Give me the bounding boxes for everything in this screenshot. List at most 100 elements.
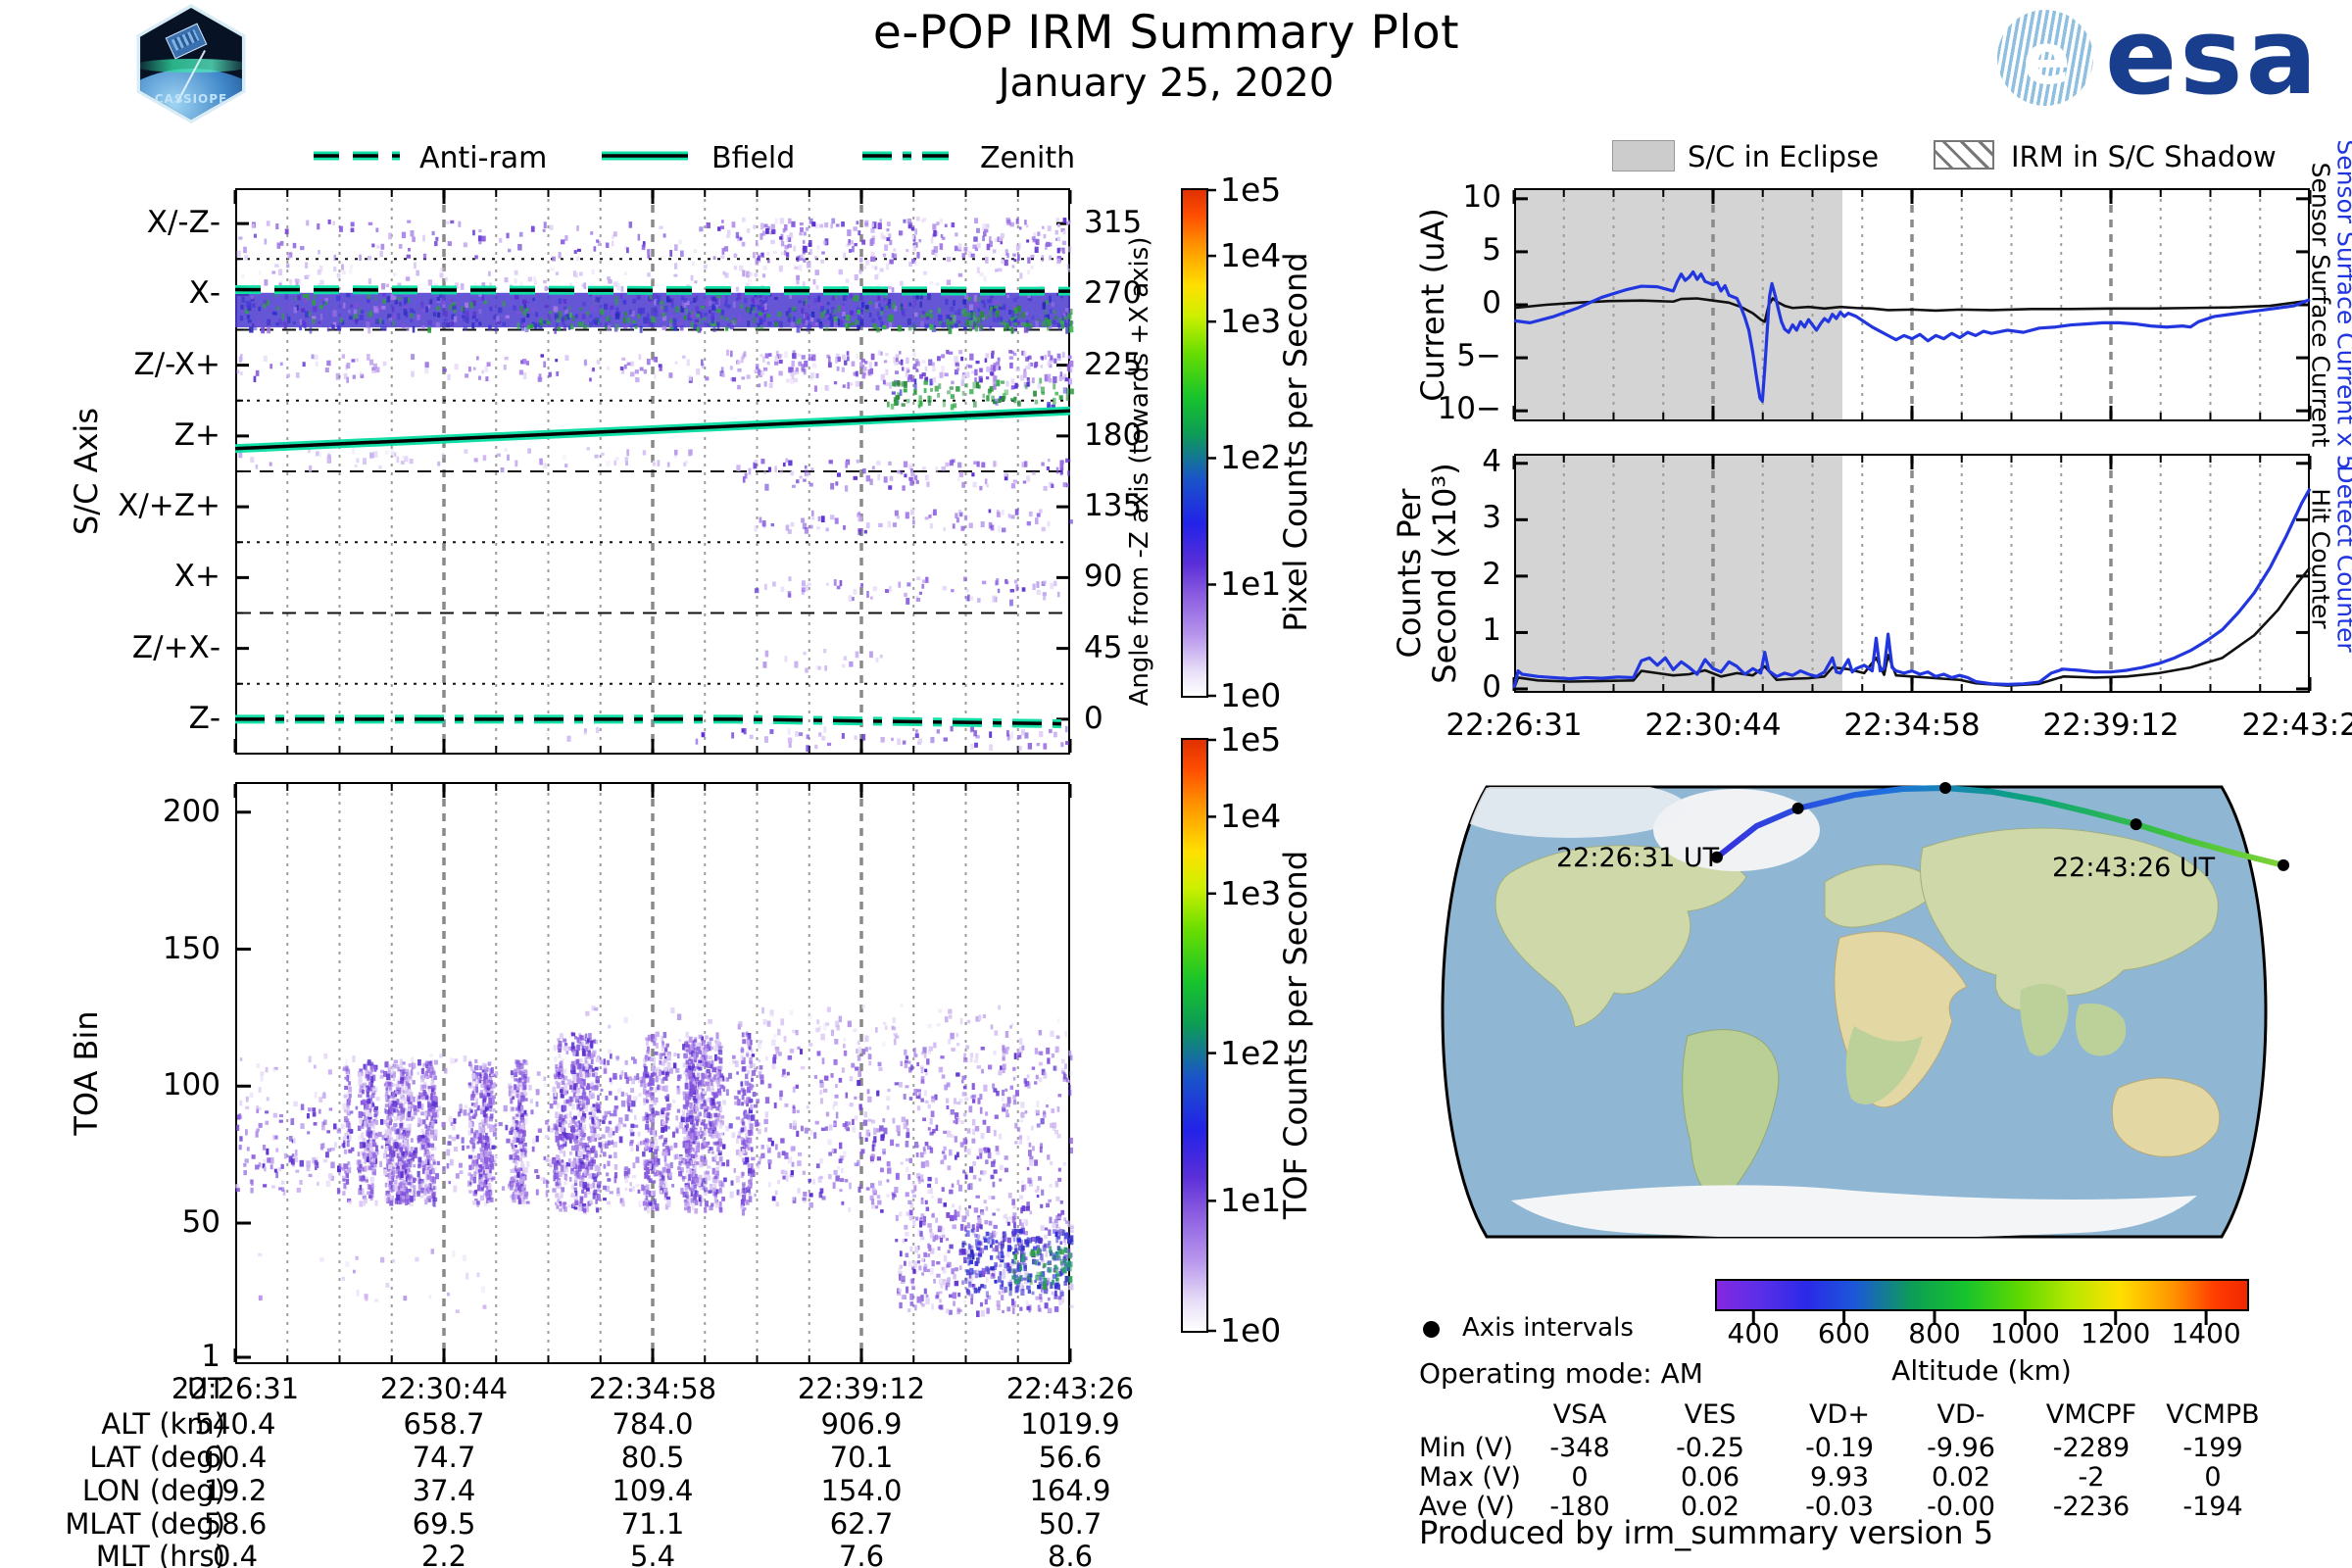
angle-tick-label: 270 bbox=[1084, 275, 1143, 312]
patch-mission-name: CASSIOPE bbox=[154, 92, 228, 106]
right-xtick-label: 22:43:26 bbox=[2241, 708, 2352, 743]
voltage-value: 0 bbox=[2204, 1462, 2222, 1493]
voltage-value: -199 bbox=[2182, 1433, 2243, 1463]
altitude-tick-label: 400 bbox=[1727, 1317, 1780, 1349]
voltage-value: -2289 bbox=[2052, 1433, 2131, 1463]
ephemeris-value: 540.4 bbox=[194, 1407, 276, 1441]
tof-cbar-tick: 1e3 bbox=[1220, 873, 1282, 912]
eclipse-legend-label: S/C in Eclipse bbox=[1688, 140, 1880, 173]
sensor-current-x5-label: Sensor Surface Current x 5 bbox=[2331, 139, 2352, 470]
cassiope-patch-art: CASSIOPE bbox=[140, 8, 242, 120]
ephemeris-value: 0.4 bbox=[212, 1540, 259, 1568]
voltage-value: -0.00 bbox=[1927, 1492, 1995, 1522]
ephemeris-value: 164.9 bbox=[1029, 1474, 1111, 1507]
ephemeris-value: 70.1 bbox=[829, 1441, 894, 1474]
voltage-value: -0.19 bbox=[1805, 1433, 1874, 1463]
toa-spectrogram-frame bbox=[235, 782, 1070, 1364]
counts-ylabel-line1: Counts Per bbox=[1391, 488, 1428, 659]
ephemeris-value: 58.6 bbox=[203, 1507, 268, 1541]
voltage-value: 0.02 bbox=[1931, 1462, 1991, 1493]
ephemeris-value: 62.7 bbox=[829, 1507, 894, 1541]
track-start-label: 22:26:31 UT bbox=[1556, 843, 1720, 873]
detect-counter-label: Detect Counter bbox=[2331, 465, 2352, 653]
tof-cbar-tick: 1e1 bbox=[1220, 1181, 1282, 1220]
voltage-column-header: VMCPF bbox=[2045, 1399, 2137, 1430]
ephemeris-value: 906.9 bbox=[820, 1407, 903, 1441]
pixel-cbar-tick: 1e5 bbox=[1220, 171, 1282, 209]
sensor-current-label: Sensor Surface Current bbox=[2306, 162, 2335, 448]
ephemeris-value: 50.7 bbox=[1038, 1507, 1102, 1541]
angle-tick-label: 45 bbox=[1084, 629, 1123, 665]
ephemeris-value: 74.7 bbox=[412, 1441, 476, 1474]
ephemeris-value: 154.0 bbox=[820, 1474, 903, 1507]
ephemeris-value: 56.6 bbox=[1038, 1441, 1102, 1474]
tof-cbar-tick: 1e5 bbox=[1220, 720, 1282, 759]
ephemeris-value: 1019.9 bbox=[1020, 1407, 1120, 1441]
tof-counts-cbar-label: TOF Counts per Second bbox=[1277, 850, 1314, 1220]
voltage-column-header: VSA bbox=[1552, 1399, 1607, 1430]
voltage-value: -2236 bbox=[2052, 1492, 2131, 1522]
ephemeris-value: 22:43:26 bbox=[1005, 1372, 1135, 1405]
voltage-row-label: Ave (V) bbox=[1419, 1492, 1515, 1522]
toa-ylabel: TOA Bin bbox=[68, 1010, 105, 1136]
pixel-counts-cbar-label: Pixel Counts per Second bbox=[1277, 252, 1314, 632]
angle-tick-label: 135 bbox=[1084, 488, 1143, 524]
voltage-value: -9.96 bbox=[1927, 1433, 1995, 1463]
voltage-value: -0.03 bbox=[1805, 1492, 1874, 1522]
esa-logo-globe: e bbox=[1997, 10, 2093, 106]
legend-line-dashdot bbox=[862, 151, 949, 161]
current-panel-frame bbox=[1514, 188, 2310, 421]
shadow-legend-label: IRM in S/C Shadow bbox=[2011, 140, 2277, 173]
altitude-tick-label: 800 bbox=[1908, 1317, 1961, 1349]
esa-logo-wordmark: esa bbox=[2105, 0, 2321, 119]
pixel-cbar-tick: 1e3 bbox=[1220, 302, 1282, 341]
legend-line-dashed bbox=[314, 151, 400, 161]
operating-mode-label: Operating mode: AM bbox=[1419, 1357, 1703, 1390]
esa-logo-e: e bbox=[2023, 18, 2071, 100]
angle-tick-label: 90 bbox=[1084, 559, 1123, 595]
world-map bbox=[1441, 782, 2290, 1239]
voltage-column-header: VD- bbox=[1936, 1399, 1985, 1430]
voltage-column-header: VES bbox=[1684, 1399, 1737, 1430]
legend-label-anti-ram: Anti-ram bbox=[419, 141, 548, 175]
tof-cbar-tick: 1e2 bbox=[1220, 1033, 1282, 1072]
ephemeris-value: 22:39:12 bbox=[797, 1372, 926, 1405]
page-title: e-POP IRM Summary Plot bbox=[872, 6, 1460, 60]
ephemeris-value: 71.1 bbox=[620, 1507, 685, 1541]
legend-label-zenith: Zenith bbox=[980, 141, 1076, 175]
page-subtitle: January 25, 2020 bbox=[998, 61, 1335, 106]
ephemeris-value: 658.7 bbox=[403, 1407, 485, 1441]
shadow-legend-swatch bbox=[1934, 140, 1994, 170]
eclipse-legend-swatch bbox=[1612, 140, 1675, 172]
voltage-value: 0.06 bbox=[1680, 1462, 1740, 1493]
voltage-column-header: VD+ bbox=[1809, 1399, 1870, 1430]
right-xtick-label: 22:39:12 bbox=[2042, 708, 2180, 743]
axis-intervals-dot bbox=[1423, 1321, 1440, 1338]
voltage-row-label: Min (V) bbox=[1419, 1433, 1514, 1463]
ephemeris-value: 80.5 bbox=[620, 1441, 685, 1474]
pixel-cbar-tick: 1e0 bbox=[1220, 676, 1282, 714]
sc-axis-ylabel: S/C Axis bbox=[68, 408, 105, 535]
tof-cbar-tick: 1e0 bbox=[1220, 1311, 1282, 1349]
ephemeris-value: 37.4 bbox=[412, 1474, 476, 1507]
axis-intervals-label: Axis intervals bbox=[1462, 1313, 1634, 1343]
ephemeris-value: 5.4 bbox=[629, 1540, 676, 1568]
pixel-counts-colorbar bbox=[1181, 188, 1208, 698]
tof-cbar-tick: 1e4 bbox=[1220, 797, 1282, 836]
angle-tick-label: 0 bbox=[1084, 700, 1103, 736]
angle-tick-label: 180 bbox=[1084, 416, 1143, 453]
ephemeris-value: 784.0 bbox=[612, 1407, 694, 1441]
tof-counts-colorbar bbox=[1181, 738, 1208, 1333]
altitude-tick-label: 1000 bbox=[1989, 1317, 2061, 1349]
legend-line-solid bbox=[602, 151, 688, 161]
patch-aurora bbox=[140, 59, 242, 73]
pixel-cbar-tick: 1e1 bbox=[1220, 564, 1282, 604]
voltage-row-label: Max (V) bbox=[1419, 1462, 1521, 1493]
right-xtick-label: 22:34:58 bbox=[1843, 708, 1981, 743]
ephemeris-value: 2.2 bbox=[420, 1540, 467, 1568]
counts-ylabel-line2: Second (x10³) bbox=[1426, 463, 1463, 684]
altitude-tick-label: 1200 bbox=[2081, 1317, 2151, 1349]
voltage-value: 0.02 bbox=[1680, 1492, 1740, 1522]
right-xtick-label: 22:26:31 bbox=[1446, 708, 1583, 743]
